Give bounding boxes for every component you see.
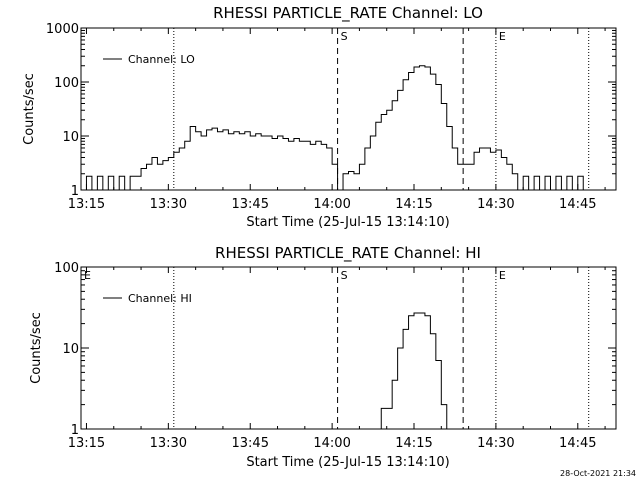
x-axis-label: Start Time (25-Jul-15 13:14:10) (246, 215, 449, 230)
x-tick-label: 14:15 (395, 436, 432, 451)
x-tick-label: 14:30 (477, 436, 514, 451)
y-tick-label: 10 (62, 130, 79, 145)
y-tick-label: 1 (71, 423, 79, 438)
y-ticks: 1 10 100 1000 (46, 22, 616, 199)
x-tick-label: 14:30 (477, 197, 514, 212)
event-label: E (499, 30, 506, 43)
y-tick-label: 10 (62, 342, 79, 357)
series-line (81, 65, 589, 191)
event-label: E (499, 269, 506, 282)
x-tick-label: 13:45 (232, 436, 269, 451)
panel-hi: RHESSI PARTICLE_RATE Channel: HI Counts/… (29, 244, 617, 470)
chart-title: RHESSI PARTICLE_RATE Channel: LO (213, 4, 483, 23)
y-axis-label: Counts/sec (22, 73, 37, 145)
x-tick-label: 14:00 (313, 197, 350, 212)
x-tick-label: 13:30 (150, 197, 187, 212)
series-lines (81, 65, 589, 191)
x-tick-label: 13:30 (150, 436, 187, 451)
x-ticks: 13:15 13:30 13:45 14:00 14:15 14:30 14:45 (68, 267, 606, 451)
legend-label: Channel: LO (128, 53, 195, 66)
x-tick-label: 13:15 (68, 436, 105, 451)
plot-frame (80, 27, 617, 191)
x-tick-label: 13:45 (232, 197, 269, 212)
series-line (375, 312, 448, 430)
legend: Channel: LO (103, 53, 195, 66)
legend-label: Channel: HI (128, 292, 192, 305)
x-tick-label: 14:00 (313, 436, 350, 451)
event-label: S (341, 269, 348, 282)
y-ticks: 1 10 100 (54, 261, 616, 438)
x-axis-label: Start Time (25-Jul-15 13:14:10) (246, 455, 449, 470)
x-tick-label: 14:45 (559, 197, 596, 212)
y-tick-label: 100 (54, 76, 79, 91)
y-axis-label: Counts/sec (29, 312, 44, 384)
legend: Channel: HI (103, 292, 192, 305)
event-label: E (84, 269, 91, 282)
chart-title: RHESSI PARTICLE_RATE Channel: HI (215, 244, 481, 263)
x-tick-label: 14:15 (395, 197, 432, 212)
y-tick-label: 1000 (46, 22, 79, 37)
timestamp: 28-Oct-2021 21:34 (560, 469, 636, 478)
x-tick-label: 13:15 (68, 197, 105, 212)
event-label: S (341, 30, 348, 43)
x-tick-label: 14:45 (559, 436, 596, 451)
y-tick-label: 1 (71, 184, 79, 199)
series-lines (375, 312, 448, 430)
panel-lo: RHESSI PARTICLE_RATE Channel: LO Counts/… (22, 4, 617, 230)
y-tick-label: 100 (54, 261, 79, 276)
x-ticks: 13:15 13:30 13:45 14:00 14:15 14:30 14:45 (68, 28, 606, 212)
